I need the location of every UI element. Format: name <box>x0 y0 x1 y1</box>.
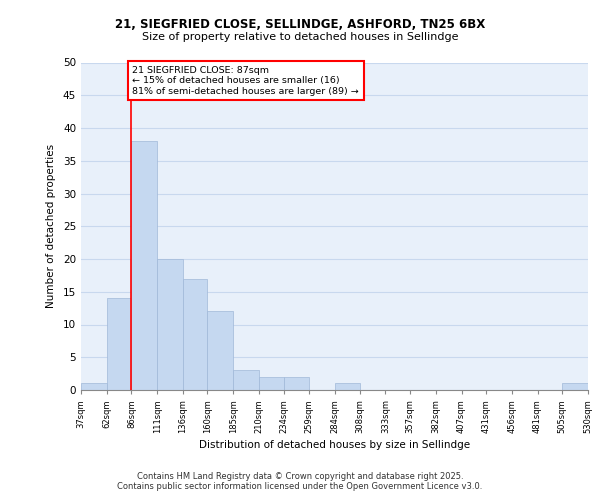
Text: Contains HM Land Registry data © Crown copyright and database right 2025.: Contains HM Land Registry data © Crown c… <box>137 472 463 481</box>
Bar <box>259 377 284 390</box>
X-axis label: Distribution of detached houses by size in Sellindge: Distribution of detached houses by size … <box>199 440 470 450</box>
Bar <box>183 278 208 390</box>
Bar <box>233 370 259 390</box>
Bar <box>284 377 310 390</box>
Y-axis label: Number of detached properties: Number of detached properties <box>46 144 56 308</box>
Text: 21 SIEGFRIED CLOSE: 87sqm
← 15% of detached houses are smaller (16)
81% of semi-: 21 SIEGFRIED CLOSE: 87sqm ← 15% of detac… <box>133 66 359 96</box>
Text: Size of property relative to detached houses in Sellindge: Size of property relative to detached ho… <box>142 32 458 42</box>
Bar <box>335 384 359 390</box>
Text: Contains public sector information licensed under the Open Government Licence v3: Contains public sector information licen… <box>118 482 482 491</box>
Bar <box>131 141 157 390</box>
Bar <box>107 298 131 390</box>
Bar <box>81 384 107 390</box>
Text: 21, SIEGFRIED CLOSE, SELLINDGE, ASHFORD, TN25 6BX: 21, SIEGFRIED CLOSE, SELLINDGE, ASHFORD,… <box>115 18 485 30</box>
Bar <box>157 259 183 390</box>
Bar <box>562 384 588 390</box>
Bar <box>208 312 233 390</box>
